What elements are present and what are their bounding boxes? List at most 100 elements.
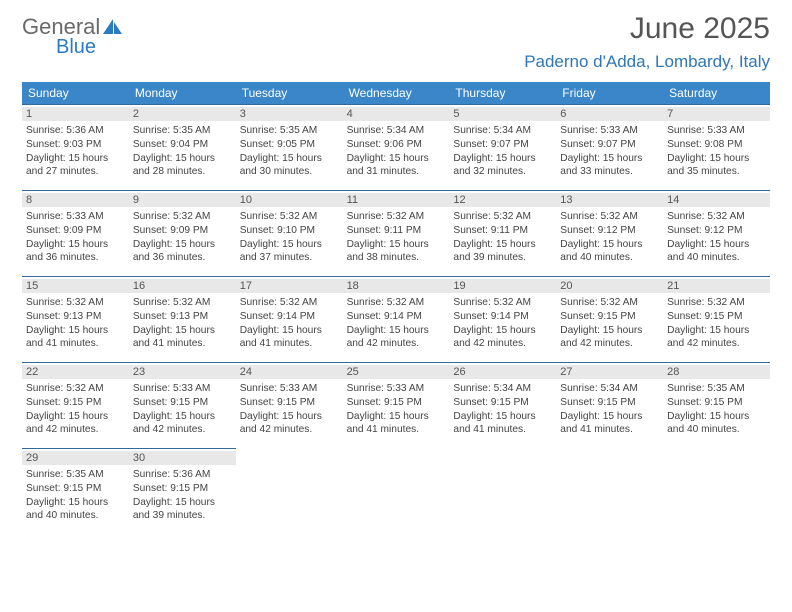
day-cell: 15Sunrise: 5:32 AMSunset: 9:13 PMDayligh… bbox=[22, 276, 129, 362]
daylight-line: Daylight: 15 hours and 42 minutes. bbox=[453, 324, 552, 352]
sunrise-line: Sunrise: 5:32 AM bbox=[347, 296, 446, 310]
day-cell: 1 Sunrise: 5:36 AMSunset: 9:03 PMDaylight… bbox=[22, 104, 129, 190]
sunrise-line: Sunrise: 5:32 AM bbox=[240, 296, 339, 310]
day-header: Monday bbox=[129, 82, 236, 104]
sunrise-line: Sunrise: 5:32 AM bbox=[453, 296, 552, 310]
daylight-line: Daylight: 15 hours and 35 minutes. bbox=[667, 152, 766, 180]
logo: General Blue bbox=[22, 14, 124, 40]
sunset-line: Sunset: 9:12 PM bbox=[667, 224, 766, 238]
sunset-line: Sunset: 9:15 PM bbox=[453, 396, 552, 410]
day-cell: 10 Sunrise: 5:32 AMSunset: 9:10 PMDayligh… bbox=[236, 190, 343, 276]
sunrise-line: Sunrise: 5:34 AM bbox=[347, 124, 446, 138]
day-number: 9 bbox=[129, 193, 236, 207]
sunset-line: Sunset: 9:15 PM bbox=[133, 482, 232, 496]
sunrise-line: Sunrise: 5:34 AM bbox=[453, 382, 552, 396]
day-info: Sunrise: 5:32 AMSunset: 9:15 PMDaylight:… bbox=[667, 296, 766, 351]
day-info: Sunrise: 5:32 AMSunset: 9:15 PMDaylight:… bbox=[560, 296, 659, 351]
sunrise-line: Sunrise: 5:33 AM bbox=[560, 124, 659, 138]
daylight-line: Daylight: 15 hours and 42 minutes. bbox=[560, 324, 659, 352]
sunrise-line: Sunrise: 5:32 AM bbox=[133, 210, 232, 224]
sunset-line: Sunset: 9:15 PM bbox=[667, 310, 766, 324]
day-info: Sunrise: 5:35 AMSunset: 9:05 PMDaylight:… bbox=[240, 124, 339, 179]
sunrise-line: Sunrise: 5:32 AM bbox=[667, 296, 766, 310]
sunset-line: Sunset: 9:10 PM bbox=[240, 224, 339, 238]
day-info: Sunrise: 5:35 AMSunset: 9:15 PMDaylight:… bbox=[26, 468, 125, 523]
daylight-line: Daylight: 15 hours and 36 minutes. bbox=[133, 238, 232, 266]
sunrise-line: Sunrise: 5:32 AM bbox=[560, 296, 659, 310]
day-cell: 14Sunrise: 5:32 AMSunset: 9:12 PMDayligh… bbox=[663, 190, 770, 276]
sunset-line: Sunset: 9:15 PM bbox=[26, 482, 125, 496]
day-header: Saturday bbox=[663, 82, 770, 104]
day-number: 29 bbox=[22, 451, 129, 465]
day-cell: 6Sunrise: 5:33 AMSunset: 9:07 PMDaylight… bbox=[556, 104, 663, 190]
sunrise-line: Sunrise: 5:35 AM bbox=[133, 124, 232, 138]
sunrise-line: Sunrise: 5:32 AM bbox=[667, 210, 766, 224]
sunset-line: Sunset: 9:03 PM bbox=[26, 138, 125, 152]
day-info: Sunrise: 5:36 AMSunset: 9:15 PMDaylight:… bbox=[133, 468, 232, 523]
day-number: 26 bbox=[449, 365, 556, 379]
day-cell: 28Sunrise: 5:35 AMSunset: 9:15 PMDayligh… bbox=[663, 362, 770, 448]
daylight-line: Daylight: 15 hours and 41 minutes. bbox=[347, 410, 446, 438]
daylight-line: Daylight: 15 hours and 42 minutes. bbox=[240, 410, 339, 438]
daylight-line: Daylight: 15 hours and 32 minutes. bbox=[453, 152, 552, 180]
day-info: Sunrise: 5:32 AMSunset: 9:13 PMDaylight:… bbox=[26, 296, 125, 351]
day-info: Sunrise: 5:34 AMSunset: 9:15 PMDaylight:… bbox=[560, 382, 659, 437]
day-info: Sunrise: 5:32 AMSunset: 9:12 PMDaylight:… bbox=[560, 210, 659, 265]
sunrise-line: Sunrise: 5:32 AM bbox=[26, 382, 125, 396]
day-number: 27 bbox=[556, 365, 663, 379]
day-cell: 27 Sunrise: 5:34 AMSunset: 9:15 PMDayligh… bbox=[556, 362, 663, 448]
sunset-line: Sunset: 9:09 PM bbox=[133, 224, 232, 238]
day-cell: 17Sunrise: 5:32 AMSunset: 9:14 PMDayligh… bbox=[236, 276, 343, 362]
day-info: Sunrise: 5:33 AMSunset: 9:09 PMDaylight:… bbox=[26, 210, 125, 265]
day-cell: 16Sunrise: 5:32 AMSunset: 9:13 PMDayligh… bbox=[129, 276, 236, 362]
day-header: Thursday bbox=[449, 82, 556, 104]
day-number: 11 bbox=[343, 193, 450, 207]
day-cell: 18Sunrise: 5:32 AMSunset: 9:14 PMDayligh… bbox=[343, 276, 450, 362]
daylight-line: Daylight: 15 hours and 31 minutes. bbox=[347, 152, 446, 180]
daylight-line: Daylight: 15 hours and 33 minutes. bbox=[560, 152, 659, 180]
day-cell: 9 Sunrise: 5:32 AMSunset: 9:09 PMDaylight… bbox=[129, 190, 236, 276]
day-info: Sunrise: 5:32 AMSunset: 9:14 PMDaylight:… bbox=[240, 296, 339, 351]
day-info: Sunrise: 5:32 AMSunset: 9:14 PMDaylight:… bbox=[347, 296, 446, 351]
day-info: Sunrise: 5:36 AMSunset: 9:03 PMDaylight:… bbox=[26, 124, 125, 179]
day-number: 3 bbox=[236, 107, 343, 121]
sunrise-line: Sunrise: 5:32 AM bbox=[453, 210, 552, 224]
day-cell: 7Sunrise: 5:33 AMSunset: 9:08 PMDaylight… bbox=[663, 104, 770, 190]
sunset-line: Sunset: 9:07 PM bbox=[560, 138, 659, 152]
day-number: 1 bbox=[22, 107, 129, 121]
sunset-line: Sunset: 9:15 PM bbox=[133, 396, 232, 410]
daylight-line: Daylight: 15 hours and 37 minutes. bbox=[240, 238, 339, 266]
sunrise-line: Sunrise: 5:35 AM bbox=[240, 124, 339, 138]
sunrise-line: Sunrise: 5:33 AM bbox=[26, 210, 125, 224]
daylight-line: Daylight: 15 hours and 42 minutes. bbox=[26, 410, 125, 438]
sunset-line: Sunset: 9:15 PM bbox=[667, 396, 766, 410]
logo-sail-icon bbox=[102, 18, 124, 36]
logo-text-2: Blue bbox=[56, 36, 96, 59]
sunrise-line: Sunrise: 5:32 AM bbox=[240, 210, 339, 224]
day-cell: 26Sunrise: 5:34 AMSunset: 9:15 PMDayligh… bbox=[449, 362, 556, 448]
daylight-line: Daylight: 15 hours and 40 minutes. bbox=[667, 238, 766, 266]
sunset-line: Sunset: 9:13 PM bbox=[26, 310, 125, 324]
sunset-line: Sunset: 9:06 PM bbox=[347, 138, 446, 152]
day-number: 10 bbox=[236, 193, 343, 207]
day-cell: 25Sunrise: 5:33 AMSunset: 9:15 PMDayligh… bbox=[343, 362, 450, 448]
sunset-line: Sunset: 9:13 PM bbox=[133, 310, 232, 324]
day-info: Sunrise: 5:33 AMSunset: 9:07 PMDaylight:… bbox=[560, 124, 659, 179]
day-header: Sunday bbox=[22, 82, 129, 104]
day-cell: 8Sunrise: 5:33 AMSunset: 9:09 PMDaylight… bbox=[22, 190, 129, 276]
daylight-line: Daylight: 15 hours and 41 minutes. bbox=[133, 324, 232, 352]
day-info: Sunrise: 5:32 AMSunset: 9:12 PMDaylight:… bbox=[667, 210, 766, 265]
day-number: 21 bbox=[663, 279, 770, 293]
day-cell: 19Sunrise: 5:32 AMSunset: 9:14 PMDayligh… bbox=[449, 276, 556, 362]
sunset-line: Sunset: 9:15 PM bbox=[240, 396, 339, 410]
day-number: 30 bbox=[129, 451, 236, 465]
day-number: 23 bbox=[129, 365, 236, 379]
day-info: Sunrise: 5:33 AMSunset: 9:08 PMDaylight:… bbox=[667, 124, 766, 179]
sunrise-line: Sunrise: 5:32 AM bbox=[133, 296, 232, 310]
daylight-line: Daylight: 15 hours and 30 minutes. bbox=[240, 152, 339, 180]
day-number: 5 bbox=[449, 107, 556, 121]
sunrise-line: Sunrise: 5:35 AM bbox=[667, 382, 766, 396]
day-cell: 29 Sunrise: 5:35 AMSunset: 9:15 PMDayligh… bbox=[22, 448, 129, 534]
day-cell: 12Sunrise: 5:32 AMSunset: 9:11 PMDayligh… bbox=[449, 190, 556, 276]
page-title: June 2025 bbox=[630, 12, 770, 46]
